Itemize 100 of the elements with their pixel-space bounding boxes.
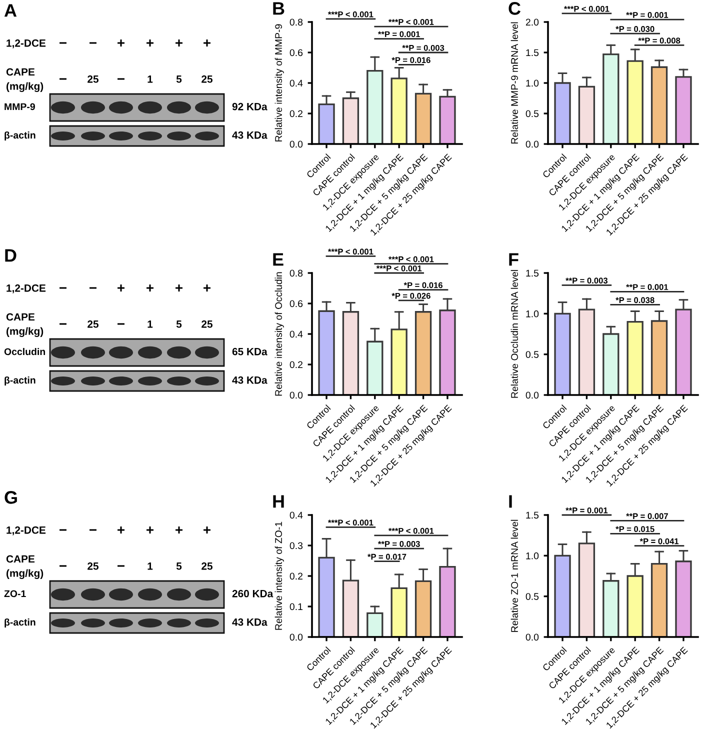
annotation: ***P < 0.001 (328, 520, 374, 526)
text: ***P < 0.001 (388, 256, 434, 262)
y-tick-label: 0.0 (290, 140, 303, 148)
y-tick-label: 1.5 (526, 512, 539, 519)
text: 25 (202, 75, 213, 83)
y-tick-label: 1.5 (526, 270, 539, 277)
text: CAPE (mg/kg) (6, 313, 44, 337)
text: 25 (88, 562, 99, 570)
annotation: *P = 0.041 (640, 538, 679, 544)
y-tick-label: 1.0 (526, 80, 539, 87)
text: 1,2-DCE (6, 284, 46, 294)
y-axis-title: Relative ZO-1 mRNA level (510, 520, 518, 632)
text: 92 KDa (232, 102, 268, 110)
annotation: **P = 0.001 (626, 284, 668, 290)
text: 5 (176, 76, 182, 83)
annotation: **P = 0.003 (378, 541, 420, 547)
bar (342, 97, 360, 144)
text: + (118, 284, 124, 292)
annotation: *P = 0.026 (392, 292, 430, 299)
y-tick-label: 0.8 (290, 18, 303, 26)
annotation: **P = 0.003 (566, 278, 608, 284)
text: 1 (148, 562, 153, 570)
text: **P = 0.001 (626, 12, 668, 18)
text: − (60, 42, 66, 44)
y-axis-title: Relative MMP-9 mRNA level (510, 22, 518, 144)
text: 5 (176, 320, 182, 328)
y-tick-label: 0.4 (290, 512, 303, 519)
y-tick-label: 2.0 (526, 18, 539, 26)
text: + (176, 39, 182, 46)
y-tick-label: 0.4 (290, 80, 303, 87)
text: ZO-1 (4, 590, 26, 598)
annotation: **P = 0.008 (638, 38, 680, 44)
annotation: *P = 0.016 (392, 57, 430, 64)
y-tick-label: 1.0 (526, 310, 539, 318)
y-tick-label: 0.5 (526, 351, 539, 358)
text: − (90, 529, 96, 531)
text: 43 KDa (232, 131, 268, 139)
y-tick-label: 0.2 (290, 572, 302, 580)
text: − (90, 287, 96, 289)
text: 1,2-DCE (6, 526, 46, 536)
text: CAPE (mg/kg) (6, 555, 44, 579)
text: MMP-9 (4, 103, 35, 110)
text: ***P < 0.001 (328, 248, 374, 255)
text: − (90, 42, 96, 44)
y-tick-label: 1.0 (526, 552, 539, 560)
text: β-actin (4, 376, 36, 386)
annotation: ***P < 0.001 (388, 19, 434, 25)
text: 260 KDa (232, 590, 274, 598)
y-axis-title: Relative Occludin mRNA level (510, 270, 518, 398)
text: + (204, 284, 210, 292)
y-tick-label: 0.0 (526, 140, 539, 148)
text: − (118, 78, 124, 80)
y-axis-title: Relative intensity of ZO-1 (274, 522, 284, 630)
text: β-actin (4, 618, 36, 628)
text: 25 (88, 75, 99, 83)
text: 65 KDa (232, 348, 268, 356)
y-tick-label: 0.1 (290, 603, 302, 610)
chart-title: B (273, 2, 284, 15)
annotation: *P = 0.038 (616, 297, 654, 304)
text: CAPE (mg/kg) (6, 68, 44, 92)
y-tick-label: 0.4 (290, 330, 303, 338)
chart-title: C (508, 2, 521, 15)
text: + (146, 284, 154, 292)
y-tick-label: 0.0 (290, 634, 303, 641)
text: 43 KDa (232, 376, 268, 384)
text: − (60, 287, 66, 289)
y-tick-label: 0.5 (526, 593, 539, 600)
text: β-actin (4, 131, 36, 141)
y-tick-label: 0.5 (526, 110, 539, 118)
y-tick-label: 0.8 (290, 270, 303, 277)
y-tick-label: 0.0 (526, 392, 539, 399)
text: − (118, 323, 124, 325)
y-tick-label: 0.3 (290, 542, 303, 550)
annotation: ***P < 0.001 (388, 528, 434, 534)
chart-title: H (273, 495, 284, 508)
text: − (60, 78, 66, 80)
text: 1,2-DCE (6, 39, 46, 48)
annotation: **P = 0.001 (378, 31, 420, 38)
text: 25 (88, 320, 99, 328)
chart-title: I (509, 495, 512, 508)
text: 5 (176, 562, 182, 570)
y-tick-label: 0.2 (290, 110, 302, 118)
text: G (4, 491, 17, 504)
y-axis-title: Relative intensity of Occludin (274, 272, 284, 396)
y-tick-label: 0.0 (526, 634, 539, 641)
y-tick-label: 1.5 (526, 49, 539, 56)
text: 25 (202, 562, 213, 570)
y-tick-label: 0.0 (290, 392, 303, 399)
text: Occludin (4, 348, 45, 356)
text: 43 KDa (232, 618, 268, 626)
text: + (204, 526, 210, 534)
text: A (4, 4, 17, 17)
annotation: *P = 0.017 (368, 554, 406, 560)
annotation: **P = 0.003 (402, 44, 444, 51)
text: − (60, 529, 66, 531)
text: + (176, 284, 182, 292)
y-tick-label: 0.6 (290, 49, 303, 56)
text: **P = 0.001 (566, 507, 608, 514)
text: D (5, 249, 16, 262)
annotation: *P = 0.015 (616, 526, 654, 532)
